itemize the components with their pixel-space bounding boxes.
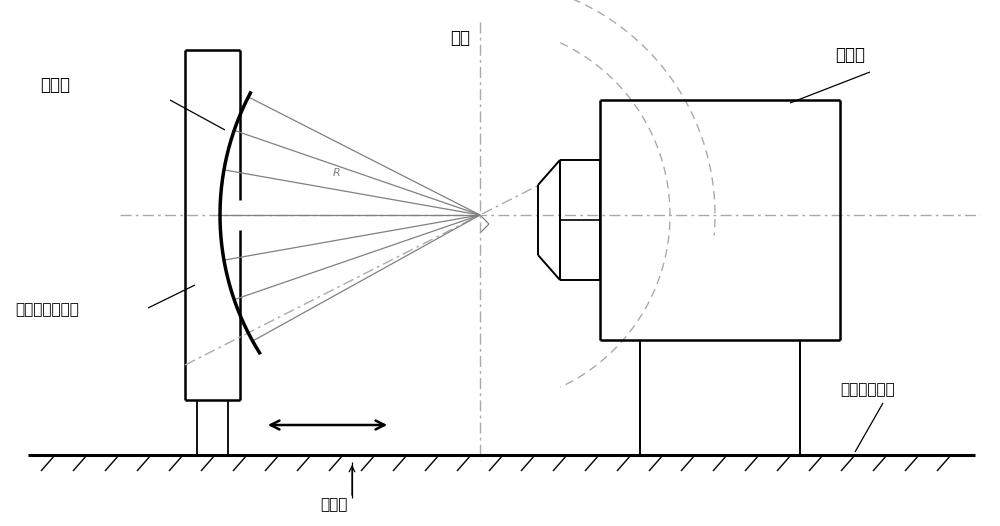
Text: 读数尺: 读数尺 <box>320 498 347 512</box>
Text: 球心: 球心 <box>450 29 470 47</box>
Text: 球面镜: 球面镜 <box>40 76 70 94</box>
Text: 干涉仪: 干涉仪 <box>835 46 865 64</box>
Text: 光轴（对称轴）: 光轴（对称轴） <box>15 302 79 318</box>
Text: R: R <box>333 167 341 177</box>
Text: 平台或光具座: 平台或光具座 <box>840 382 895 398</box>
